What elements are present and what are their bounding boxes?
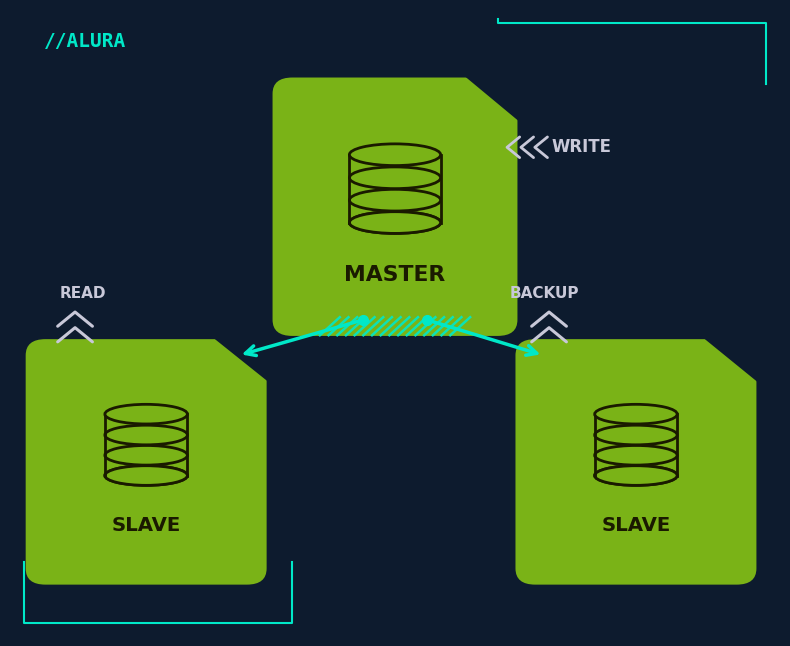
Ellipse shape	[349, 212, 441, 233]
FancyBboxPatch shape	[595, 414, 677, 475]
Ellipse shape	[595, 446, 677, 465]
Text: SLAVE: SLAVE	[111, 516, 181, 536]
Polygon shape	[45, 355, 246, 568]
Polygon shape	[212, 336, 271, 384]
Ellipse shape	[105, 446, 187, 465]
Polygon shape	[536, 355, 737, 568]
Text: WRITE: WRITE	[551, 138, 611, 156]
Text: SLAVE: SLAVE	[601, 516, 671, 536]
Text: //ALURA: //ALURA	[43, 32, 126, 52]
Ellipse shape	[595, 404, 677, 424]
Ellipse shape	[349, 144, 441, 165]
Text: MASTER: MASTER	[344, 265, 446, 284]
Polygon shape	[292, 94, 498, 320]
FancyBboxPatch shape	[273, 78, 517, 336]
Text: BACKUP: BACKUP	[510, 286, 579, 302]
Polygon shape	[702, 336, 761, 384]
Ellipse shape	[105, 425, 187, 445]
Ellipse shape	[105, 466, 187, 485]
FancyBboxPatch shape	[105, 414, 187, 475]
Ellipse shape	[595, 466, 677, 485]
Polygon shape	[462, 74, 521, 123]
Text: READ: READ	[59, 286, 106, 302]
FancyBboxPatch shape	[349, 154, 441, 222]
Ellipse shape	[349, 212, 441, 233]
FancyBboxPatch shape	[516, 339, 757, 585]
FancyBboxPatch shape	[25, 339, 267, 585]
Ellipse shape	[349, 167, 441, 189]
Ellipse shape	[349, 189, 441, 211]
Ellipse shape	[105, 404, 187, 424]
Ellipse shape	[595, 425, 677, 445]
Ellipse shape	[595, 466, 677, 485]
Ellipse shape	[105, 466, 187, 485]
